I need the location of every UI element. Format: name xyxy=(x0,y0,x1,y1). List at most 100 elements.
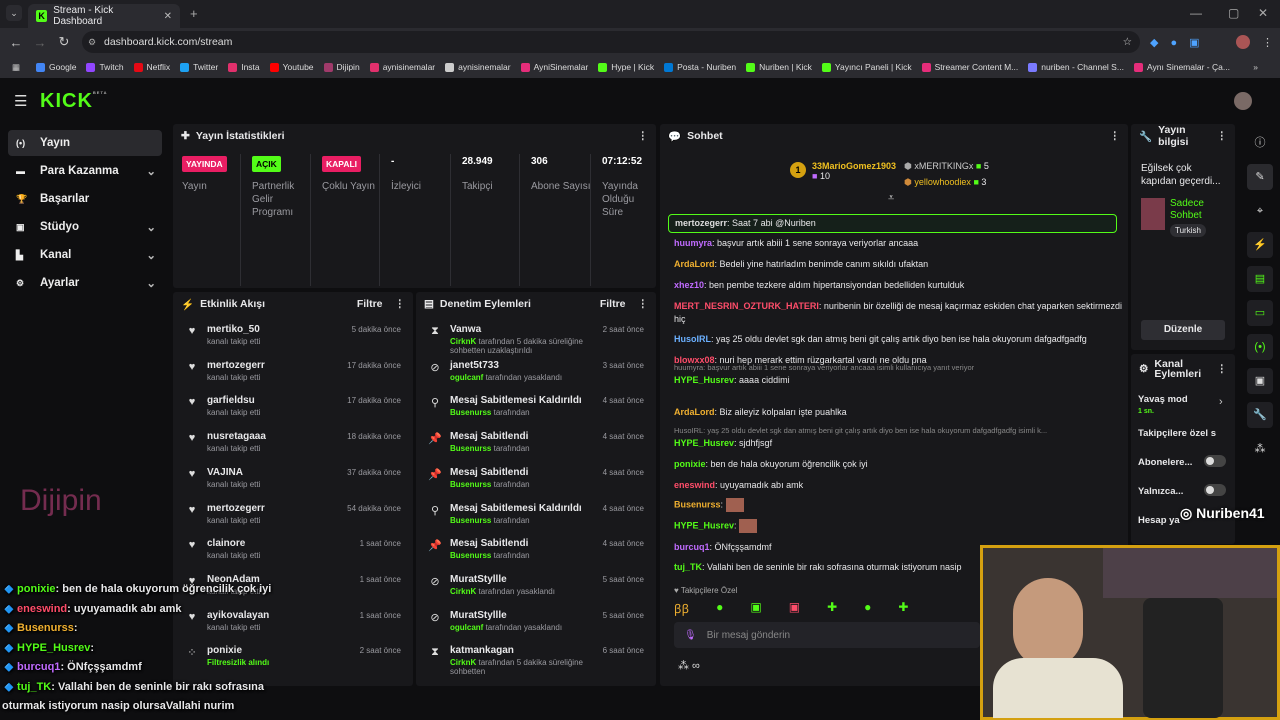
only-toggle[interactable] xyxy=(1204,484,1226,496)
moderation-title[interactable]: MuratStyllle xyxy=(450,573,507,585)
activity-user[interactable]: mertozegerr xyxy=(207,502,265,514)
emote-icon[interactable]: ● xyxy=(864,600,872,614)
document-icon[interactable]: ▤ xyxy=(1247,266,1273,292)
reload-icon[interactable]: ↻ xyxy=(58,34,70,49)
moderator-name[interactable]: Busenurss xyxy=(450,444,492,454)
sidebar-item-başarılar[interactable]: 🏆 Başarılar xyxy=(8,186,162,212)
activity-item[interactable]: ♥ mertozegerr kanalı takip etti 54 dakika ö… xyxy=(173,499,413,533)
bookmark-item[interactable]: AyniSinemalar xyxy=(520,62,588,72)
bolt-icon[interactable]: ⚡ xyxy=(1247,232,1273,258)
chat-username[interactable]: eneswind xyxy=(674,480,716,490)
moderator-name[interactable]: ogulcanf xyxy=(450,622,484,632)
kick-logo[interactable]: KICKBETA xyxy=(40,90,108,112)
collapse-icon[interactable]: ⩡ xyxy=(888,192,895,204)
activity-user[interactable]: nusretagaaa xyxy=(207,431,266,443)
site-info-icon[interactable]: ⚙ xyxy=(88,36,97,47)
chat-username[interactable]: HYPE_Husrev xyxy=(674,438,735,448)
browser-tab[interactable]: K Stream - Kick Dashboard ✕ xyxy=(28,4,180,28)
user-avatar[interactable] xyxy=(1234,92,1252,110)
more-bookmarks-icon[interactable]: » xyxy=(1253,62,1258,72)
pencil-icon[interactable]: ✎ xyxy=(1247,164,1273,190)
moderation-title[interactable]: Mesaj Sabitlendi xyxy=(450,466,529,478)
category-link[interactable]: Sadece Sohbet xyxy=(1170,198,1204,221)
activity-item[interactable]: ♥ VAJINA kanalı takip etti 37 dakika önce xyxy=(173,463,413,497)
panel-menu-icon[interactable]: ⋮ xyxy=(637,130,649,142)
emote-icon[interactable]: ✚ xyxy=(827,600,838,614)
activity-item[interactable]: ♥ mertozegerr kanalı takip etti 17 dakika ö… xyxy=(173,356,413,390)
chat-username[interactable]: ponixie xyxy=(674,459,706,469)
chat-settings-icon[interactable]: ⁂ ∞ xyxy=(678,660,700,672)
emote-icon[interactable]: ● xyxy=(716,600,724,614)
chat-username[interactable]: blowxx08 xyxy=(674,355,715,365)
edit-button[interactable]: Düzenle xyxy=(1141,320,1225,340)
bookmark-item[interactable]: Twitch xyxy=(86,62,124,72)
chat-username[interactable]: MERT_NESRIN_OZTURK_HATERI xyxy=(674,301,819,311)
broadcast-icon[interactable]: (•) xyxy=(1247,334,1273,360)
subs-toggle[interactable] xyxy=(1204,455,1226,467)
moderation-title[interactable]: Mesaj Sabitlendi xyxy=(450,538,529,550)
moderator-name[interactable]: Busenurss xyxy=(450,515,492,525)
moderation-item[interactable]: ⧗ katmankagan CirknK tarafından 5 dakika s… xyxy=(416,641,656,676)
close-tab-icon[interactable]: ✕ xyxy=(163,10,172,22)
moderation-item[interactable]: 📌 Mesaj Sabitlendi Busenurss tarafından 4 s… xyxy=(416,427,656,461)
chat-username[interactable]: HYPE_Husrev xyxy=(674,520,735,531)
activity-user[interactable]: mertiko_50 xyxy=(207,324,260,335)
activity-user[interactable]: VAJINA xyxy=(207,466,243,478)
moderation-title[interactable]: Mesaj Sabitlemesi Kaldırıldı xyxy=(450,502,582,514)
moderator-name[interactable]: Busenurss xyxy=(450,551,492,561)
panel-menu-icon[interactable]: ⋮ xyxy=(1216,363,1228,375)
chat-username[interactable]: xhez10 xyxy=(674,280,705,290)
emote-icon[interactable]: ▣ xyxy=(750,600,762,614)
activity-item[interactable]: ♥ nusretagaaa kanalı takip etti 18 dakika ö… xyxy=(173,427,413,461)
filter-button[interactable]: Filtre xyxy=(356,298,383,310)
followers-only-row[interactable]: Takipçilere özel s xyxy=(1138,428,1216,439)
maximize-button[interactable]: ▢ xyxy=(1228,6,1240,20)
emote-icon[interactable]: ꞵꞵ xyxy=(674,602,690,616)
close-window-button[interactable]: ✕ xyxy=(1258,6,1269,20)
panel-menu-icon[interactable]: ⋮ xyxy=(1109,130,1121,142)
wrench-icon[interactable]: 🔧 xyxy=(1247,402,1273,428)
bookmark-item[interactable]: nuriben - Channel S... xyxy=(1028,62,1124,72)
moderation-title[interactable]: Vanwa xyxy=(450,324,482,335)
activity-item[interactable]: ♥ clainore kanalı takip etti 1 saat önce xyxy=(173,534,413,568)
moderation-item[interactable]: 📌 Mesaj Sabitlendi Busenurss tarafından 4 s… xyxy=(416,463,656,497)
bookmark-item[interactable]: Aynı Sinemalar - Ça... xyxy=(1133,62,1230,72)
moderation-title[interactable]: MuratStyllle xyxy=(450,609,507,621)
activity-item[interactable]: ♥ mertiko_50 kanalı takip etti 5 dakika önc… xyxy=(173,320,413,354)
bookmark-item[interactable]: Twitter xyxy=(180,62,218,72)
bookmark-star-icon[interactable]: ☆ xyxy=(1122,36,1132,48)
mic-icon[interactable]: 🎙 xyxy=(684,629,697,641)
sidebar-item-kanal[interactable]: ▙ Kanal ⌄ xyxy=(8,242,162,268)
url-input[interactable]: ⚙ dashboard.kick.com/stream ☆ xyxy=(82,31,1140,53)
chat-username[interactable]: ArdaLord xyxy=(674,407,715,417)
bookmark-item[interactable]: Hype | Kick xyxy=(598,62,654,72)
top-gifter-name[interactable]: yellowhoodiex xyxy=(914,177,971,187)
top-gifter-name[interactable]: xMERITKINGx xyxy=(914,161,974,171)
activity-user[interactable]: clainore xyxy=(207,538,246,550)
tab-list-button[interactable]: ⌄ xyxy=(6,5,22,21)
activity-item[interactable]: ⁘ ponixie Filtresizlik alındı 2 saat önce xyxy=(173,641,413,675)
chat-username[interactable]: Busenurss xyxy=(674,499,721,510)
bookmark-item[interactable]: aynisinemalar xyxy=(445,62,511,72)
emote-icon[interactable]: ▣ xyxy=(788,600,801,614)
bookmark-item[interactable]: Nuriben | Kick xyxy=(746,62,812,72)
chat-username[interactable]: HusoIRL xyxy=(674,334,711,344)
info-icon[interactable]: ⓘ xyxy=(1254,137,1266,149)
media-icon[interactable]: ▣ xyxy=(1247,368,1273,394)
hamburger-menu-icon[interactable]: ☰ xyxy=(14,93,28,110)
moderator-name[interactable]: ogulcanf xyxy=(450,372,484,382)
chat-username[interactable]: burcuq1 xyxy=(674,542,710,552)
bookmark-item[interactable]: Dijipin xyxy=(323,62,360,72)
activity-item[interactable]: ♥ garfieldsu kanalı takip etti 17 dakika ön… xyxy=(173,391,413,425)
bookmark-item[interactable]: aynisinemalar xyxy=(369,62,435,72)
sidebar-item-yayın[interactable]: (•) Yayın xyxy=(8,130,162,156)
menu-icon[interactable]: ⋮ xyxy=(1262,36,1273,49)
moderator-name[interactable]: CirknK xyxy=(450,658,477,668)
moderator-name[interactable]: Busenurss xyxy=(450,479,492,489)
forward-icon[interactable]: → xyxy=(33,34,47,50)
bookmark-item[interactable]: Streamer Content M... xyxy=(921,62,1018,72)
slow-mode-row[interactable]: Yavaş mod 1 sn. xyxy=(1138,394,1188,415)
back-icon[interactable]: ← xyxy=(9,34,23,50)
moderation-item[interactable]: 📌 Mesaj Sabitlendi Busenurss tarafından 4 s… xyxy=(416,534,656,568)
only-row[interactable]: Yalnızca... xyxy=(1138,486,1184,497)
